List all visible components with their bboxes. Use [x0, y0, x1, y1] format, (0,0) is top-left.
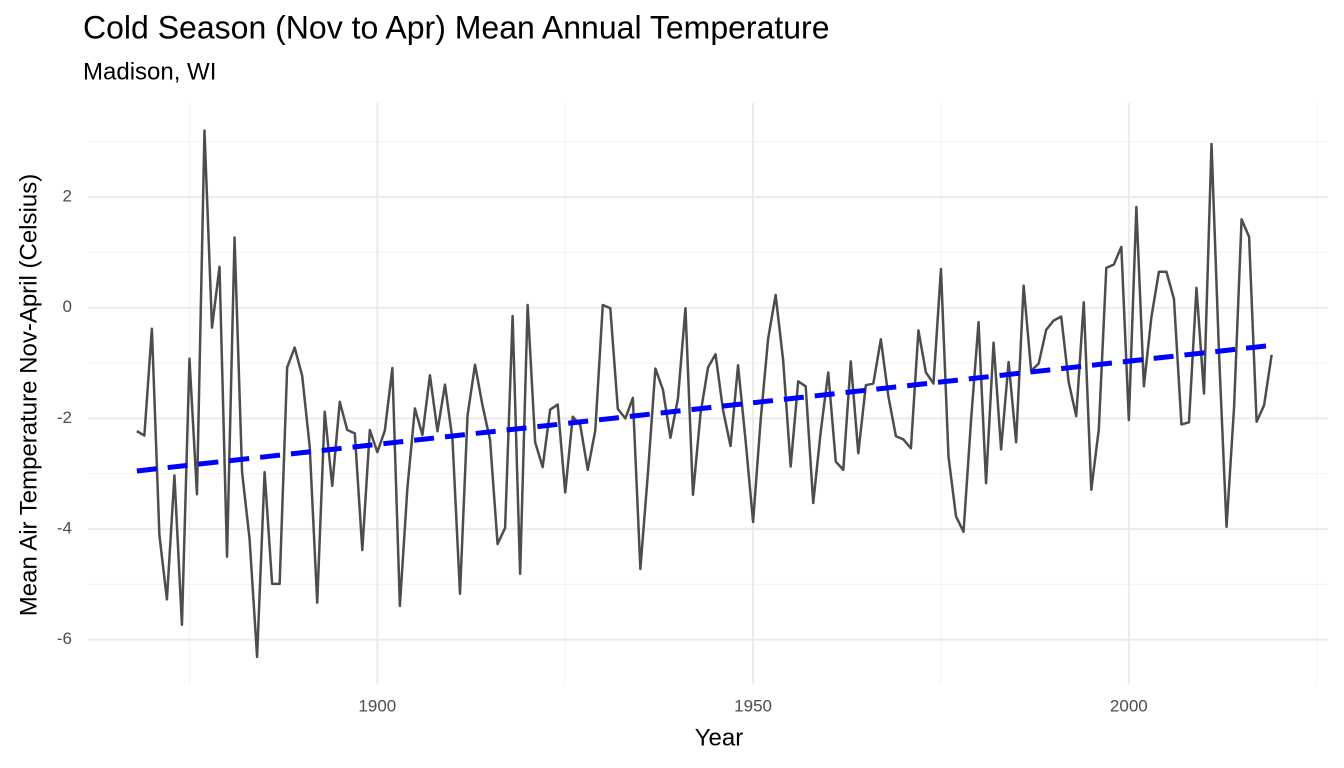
x-tick-label: 1950 [734, 696, 772, 715]
plot-area [136, 129, 1273, 659]
y-tick-label: 0 [63, 297, 72, 316]
x-tick-label: 1900 [358, 696, 396, 715]
y-axis-title: Mean Air Temperature Nov-April (Celsius) [15, 174, 42, 616]
x-axis-title: Year [695, 724, 744, 751]
chart-subtitle: Madison, WI [83, 58, 216, 85]
y-tick-label: -6 [57, 629, 72, 648]
y-tick-label: -2 [57, 408, 72, 427]
y-tick-label: -4 [57, 519, 72, 538]
y-tick-label: 2 [63, 187, 72, 206]
grid [88, 103, 1328, 684]
x-tick-label: 2000 [1110, 696, 1148, 715]
trend-line [136, 342, 1272, 474]
chart-title: Cold Season (Nov to Apr) Mean Annual Tem… [83, 9, 830, 45]
data-line [136, 129, 1273, 659]
